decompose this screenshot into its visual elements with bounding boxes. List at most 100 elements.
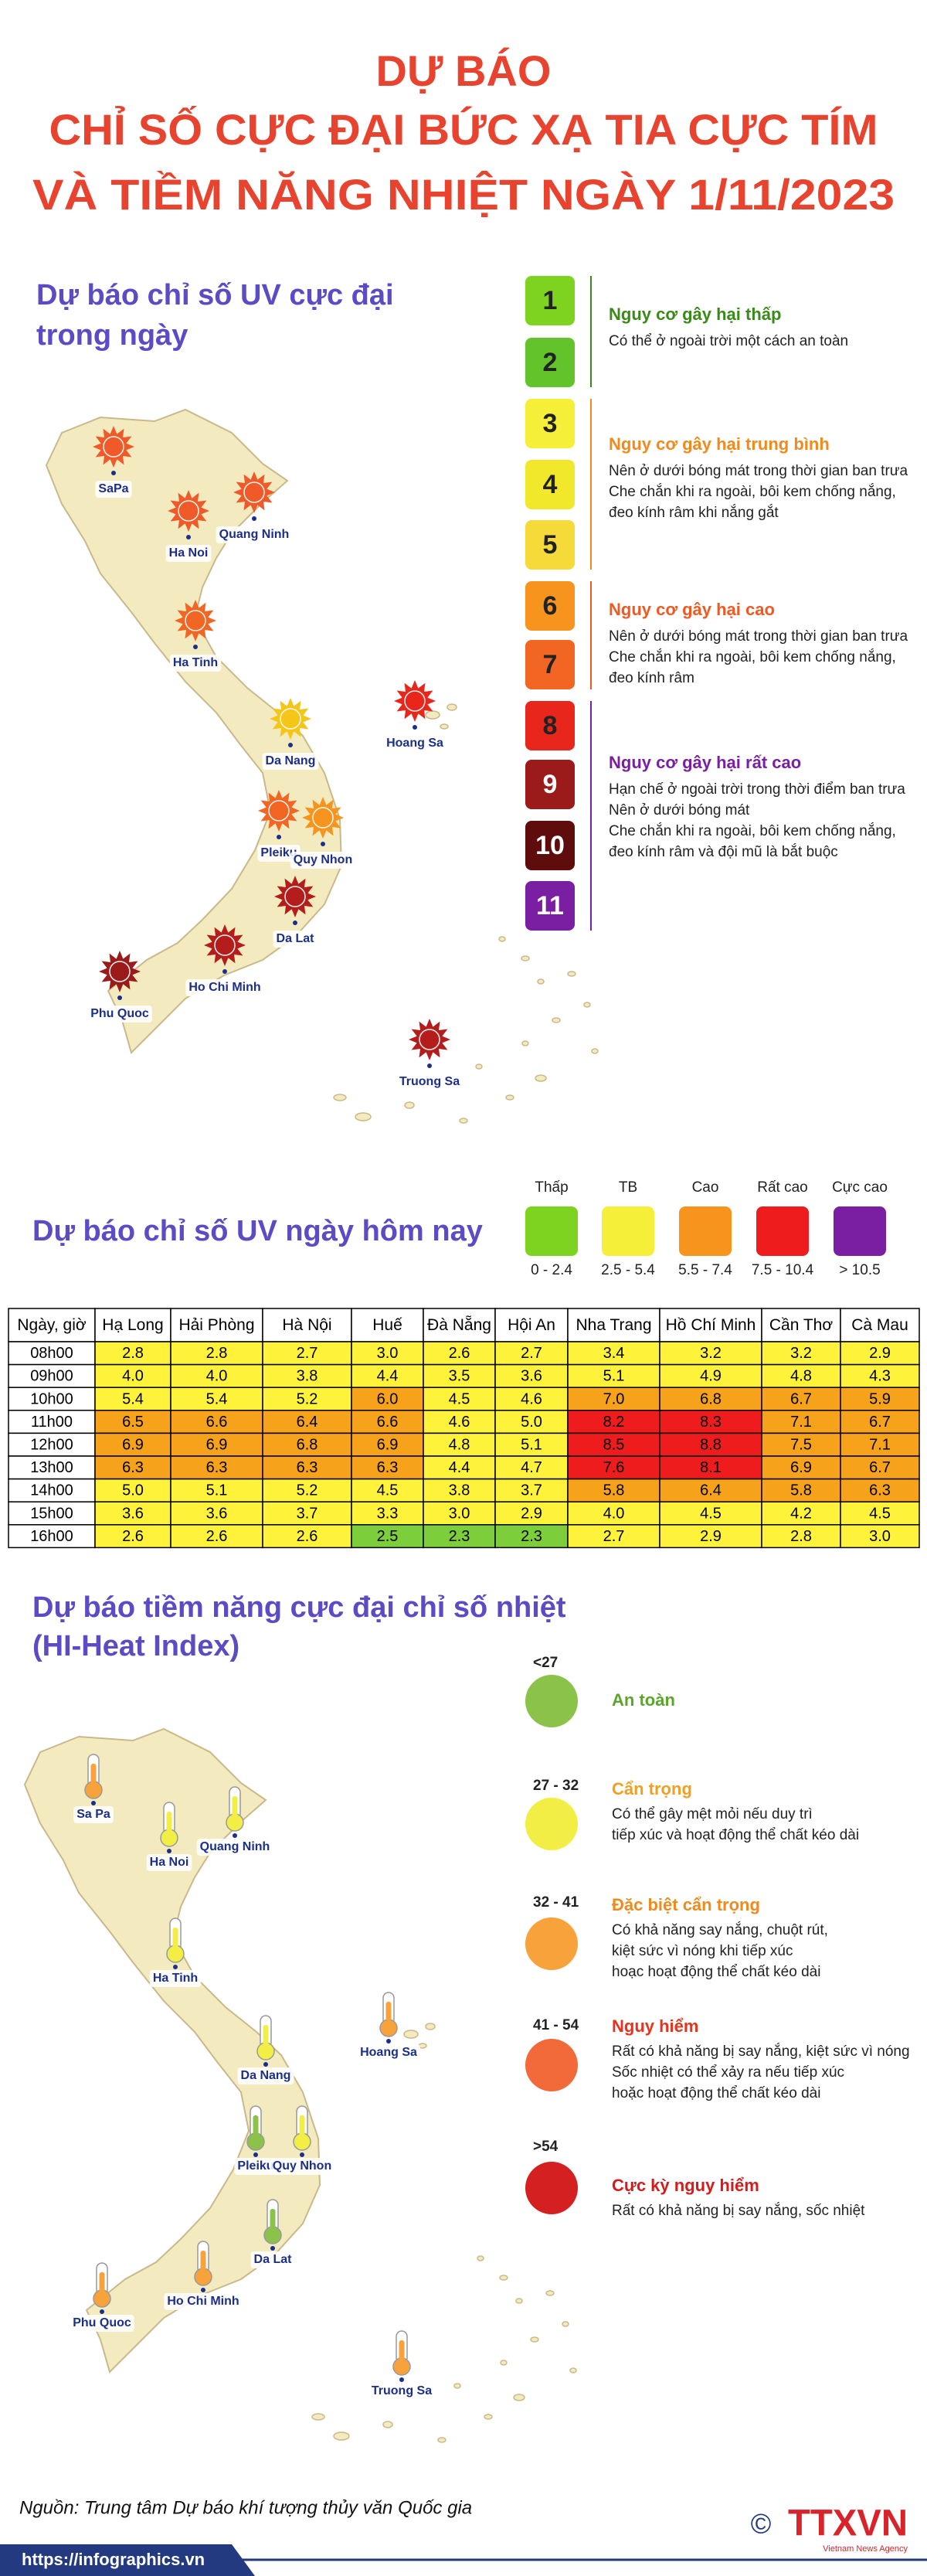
city-label-bg bbox=[290, 852, 356, 869]
city-label: Quang Ninh bbox=[200, 1840, 270, 1853]
table-value: 5.0 bbox=[521, 1414, 542, 1431]
heat-swatch bbox=[525, 1918, 578, 1970]
table-cell bbox=[351, 1410, 424, 1434]
table-value: 6.6 bbox=[377, 1414, 399, 1431]
table-time: 09h00 bbox=[30, 1368, 73, 1385]
table-cell bbox=[94, 1410, 171, 1434]
table-header: Hồ Chí Minh bbox=[666, 1316, 756, 1334]
table-cell bbox=[262, 1501, 352, 1526]
table-value: 3.6 bbox=[122, 1505, 144, 1522]
thermometer-fill bbox=[253, 2115, 259, 2139]
table-cell bbox=[170, 1363, 263, 1388]
table-cell bbox=[262, 1387, 352, 1411]
table-value: 5.4 bbox=[122, 1390, 144, 1407]
city-label: Phu Quoc bbox=[90, 1007, 149, 1020]
legend-swatch bbox=[679, 1206, 732, 1256]
table-value: 3.6 bbox=[206, 1505, 228, 1522]
table-value: 2.6 bbox=[449, 1345, 470, 1362]
table-header-cell bbox=[659, 1308, 762, 1342]
table-value: 4.0 bbox=[122, 1368, 144, 1385]
legend-range: > 10.5 bbox=[839, 1262, 880, 1278]
table-value: 5.8 bbox=[790, 1482, 812, 1499]
table-value: 7.6 bbox=[603, 1459, 625, 1476]
table-header: Hải Phòng bbox=[178, 1316, 254, 1334]
table-time-cell bbox=[8, 1501, 96, 1526]
thermometer-fill bbox=[270, 2209, 276, 2232]
table-value: 6.9 bbox=[206, 1436, 228, 1453]
table-value: 4.6 bbox=[449, 1414, 470, 1431]
city-label-bg bbox=[149, 1970, 202, 1987]
sun-core bbox=[214, 934, 236, 956]
table-header: Huế bbox=[372, 1316, 402, 1334]
table-time: 12h00 bbox=[30, 1436, 73, 1453]
sun-core bbox=[312, 807, 334, 829]
heat-title: Đặc biệt cẩn trọng bbox=[612, 1895, 760, 1914]
table-cell bbox=[840, 1432, 920, 1457]
table-value: 6.3 bbox=[122, 1459, 144, 1476]
table-value: 5.1 bbox=[521, 1436, 542, 1453]
city-label: Pleiku bbox=[260, 846, 297, 859]
table-cell bbox=[840, 1410, 920, 1434]
section-title: Dự báo chỉ số UV ngày hôm nay bbox=[32, 1215, 483, 1247]
table-time: 16h00 bbox=[30, 1528, 73, 1545]
table-cell bbox=[567, 1387, 660, 1411]
heat-range: 27 - 32 bbox=[533, 1778, 579, 1794]
city-dot bbox=[293, 920, 297, 925]
thermometer-fill bbox=[90, 1764, 97, 1787]
city-label: Ho Chi Minh bbox=[167, 2295, 239, 2308]
table-time: 13h00 bbox=[30, 1459, 73, 1476]
city-label-group: Quang Ninh bbox=[216, 526, 293, 543]
city-label: Hoang Sa bbox=[386, 737, 443, 750]
table-header-cell bbox=[423, 1308, 496, 1342]
city-dot bbox=[288, 743, 293, 747]
table-value: 3.4 bbox=[603, 1345, 625, 1362]
heat-desc: tiếp xúc và hoạt động thể chất kéo dài bbox=[612, 1827, 859, 1843]
heat-title: Cẩn trọng bbox=[612, 1779, 692, 1798]
group-desc: Nên ở dưới bóng mát trong thời gian ban … bbox=[609, 463, 908, 479]
table-value: 4.0 bbox=[603, 1505, 625, 1522]
table-cell bbox=[567, 1410, 660, 1434]
uv-level-number: 9 bbox=[543, 770, 558, 799]
thermometer-fill bbox=[399, 2340, 405, 2363]
city-dot bbox=[222, 969, 227, 974]
thermometer-fill bbox=[263, 2025, 269, 2048]
city-label: Ho Chi Minh bbox=[188, 981, 260, 994]
table-time: 10h00 bbox=[30, 1390, 73, 1407]
city-label-bg bbox=[368, 2383, 436, 2400]
heat-desc: kiệt sức vì nóng khi tiếp xúc bbox=[612, 1943, 793, 1959]
city-label-group: Ha Noi bbox=[146, 1854, 192, 1871]
table-header-cell bbox=[761, 1308, 841, 1342]
table-value: 5.2 bbox=[297, 1390, 318, 1407]
uv-level-number: 11 bbox=[536, 891, 564, 920]
heat-title: An toàn bbox=[612, 1690, 675, 1710]
table-cell bbox=[351, 1341, 424, 1366]
table-header: Cà Mau bbox=[851, 1316, 908, 1334]
city-dot bbox=[270, 2246, 275, 2251]
table-value: 5.1 bbox=[206, 1482, 228, 1499]
section-title: (HI-Heat Index) bbox=[32, 1630, 239, 1662]
city-label-group: Sa Pa bbox=[73, 1806, 114, 1823]
table-value: 8.5 bbox=[603, 1436, 625, 1453]
legend-swatch bbox=[756, 1206, 809, 1256]
table-header: Nha Trang bbox=[576, 1316, 651, 1334]
table-header-cell bbox=[567, 1308, 660, 1342]
table-value: 5.2 bbox=[297, 1482, 318, 1499]
uv-level-box bbox=[525, 821, 575, 870]
table-value: 3.2 bbox=[790, 1345, 812, 1362]
sun-core bbox=[185, 610, 206, 631]
uv-level-box bbox=[525, 520, 575, 570]
city-label-bg bbox=[257, 845, 301, 862]
sun-core bbox=[284, 886, 306, 907]
section-title: trong ngày bbox=[36, 319, 188, 352]
table-cell bbox=[567, 1432, 660, 1457]
table-cell bbox=[567, 1524, 660, 1549]
heat-range: >54 bbox=[533, 2139, 559, 2155]
city-label-group: Hoang Sa bbox=[383, 735, 447, 752]
table-value: 2.6 bbox=[122, 1528, 144, 1545]
table-time-cell bbox=[8, 1478, 96, 1502]
table-value: 3.7 bbox=[521, 1482, 542, 1499]
table-cell bbox=[170, 1501, 263, 1526]
table-value: 2.6 bbox=[297, 1528, 318, 1545]
city-label: Ha Noi bbox=[150, 1856, 189, 1869]
